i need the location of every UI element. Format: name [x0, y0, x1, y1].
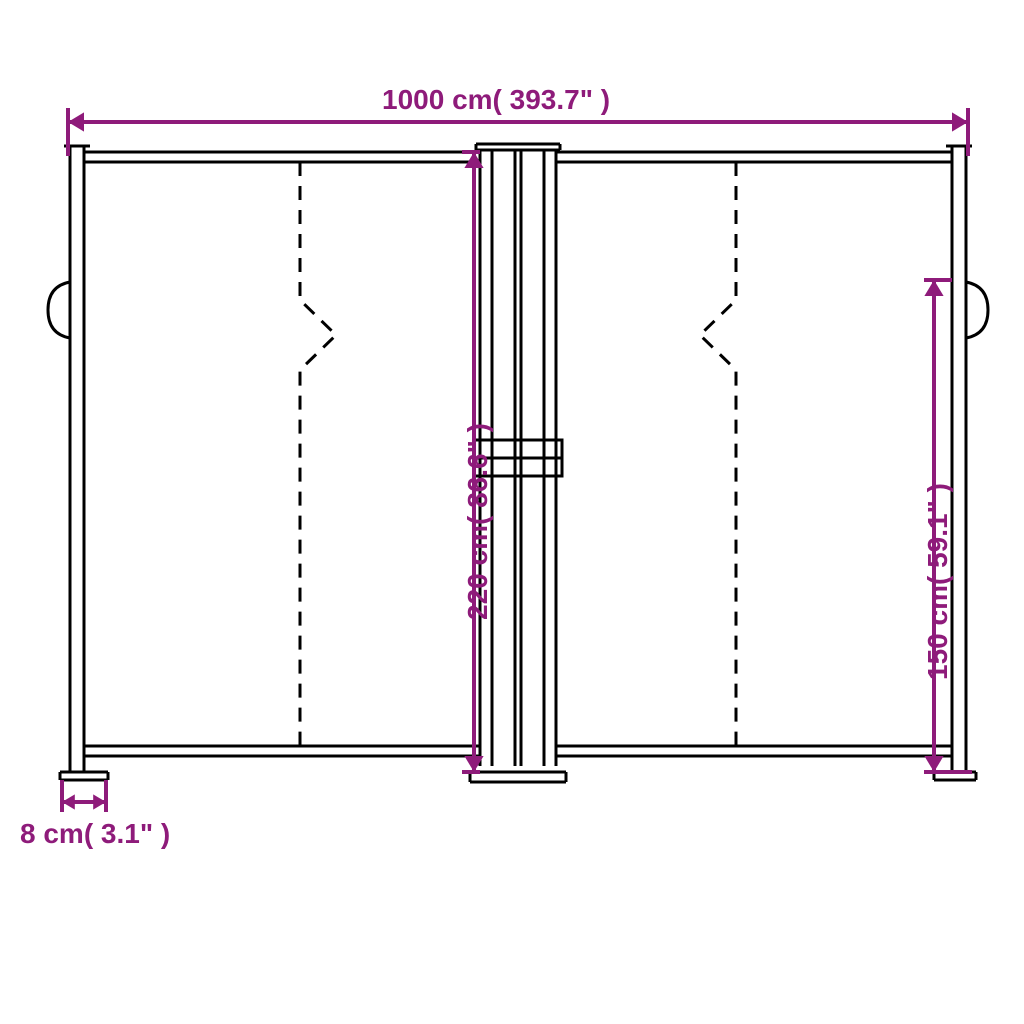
label-height-center: 220 cm( 86.6" )	[462, 423, 494, 620]
label-foot: 8 cm( 3.1" )	[20, 818, 170, 850]
dimension-drawing	[0, 0, 1024, 1024]
label-width: 1000 cm( 393.7" )	[382, 84, 610, 116]
label-height-right: 150 cm( 59.1" )	[922, 483, 954, 680]
